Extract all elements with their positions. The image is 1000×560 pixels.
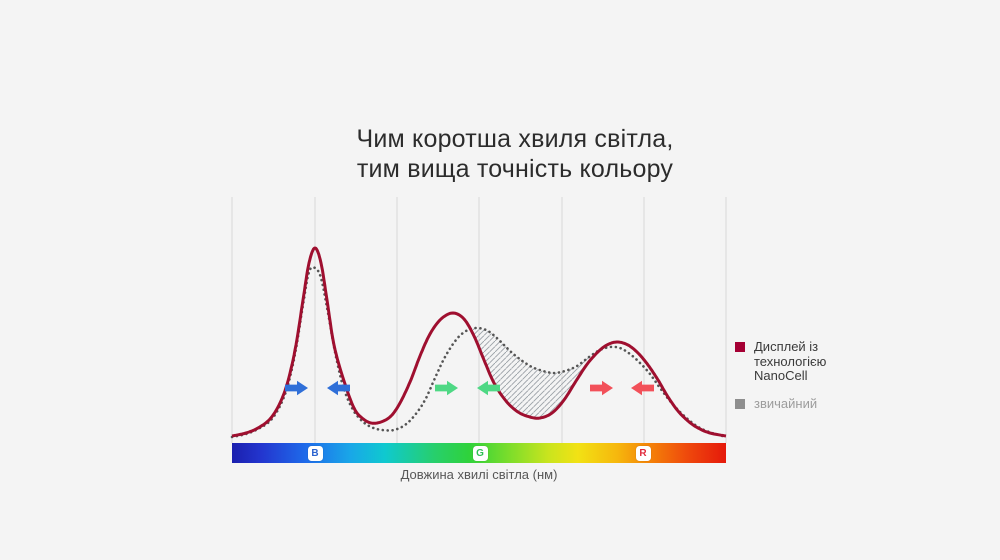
arrow-left [631,380,654,396]
legend-nanocell-line1: Дисплей із [754,339,819,354]
band-label-r: R [635,445,651,461]
x-axis-label: Довжина хвилі світла (нм) [400,467,558,482]
arrow-right [285,380,308,396]
curve-conventional [230,265,728,439]
legend: Дисплей із технологією NanoCell звичайни… [735,339,895,412]
legend-item-nanocell: Дисплей із технологією NanoCell [735,339,895,384]
nanocell-swatch [735,342,745,352]
conventional-swatch [735,398,745,409]
band-label-g: G [472,445,488,461]
legend-nanocell-line3: NanoCell [754,368,808,383]
chart-title-line2: тим вища точність кольору [356,155,674,183]
band-label-b: B [307,445,323,461]
chart-title: Чим коротша хвиля світла, тим вища точні… [230,124,800,184]
arrow-right [590,380,613,396]
curve-nanocell [231,246,727,438]
arrow-right [435,380,458,396]
chart-title-line1: Чим коротша хвиля світла, [356,125,674,153]
narrowing-arrows [285,380,654,396]
arrow-left [477,380,500,396]
legend-item-nanocell-label: Дисплей із технологією NanoCell [754,339,827,384]
legend-nanocell-line2: технологією [754,353,827,369]
gridlines [231,197,727,443]
legend-item-conventional: звичайний [735,395,895,412]
arrow-left [327,380,350,396]
difference-hatch-area [471,328,599,419]
legend-item-conventional-label: звичайний [754,395,818,411]
